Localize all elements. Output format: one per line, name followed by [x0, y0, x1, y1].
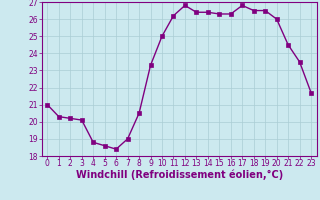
X-axis label: Windchill (Refroidissement éolien,°C): Windchill (Refroidissement éolien,°C) — [76, 170, 283, 180]
